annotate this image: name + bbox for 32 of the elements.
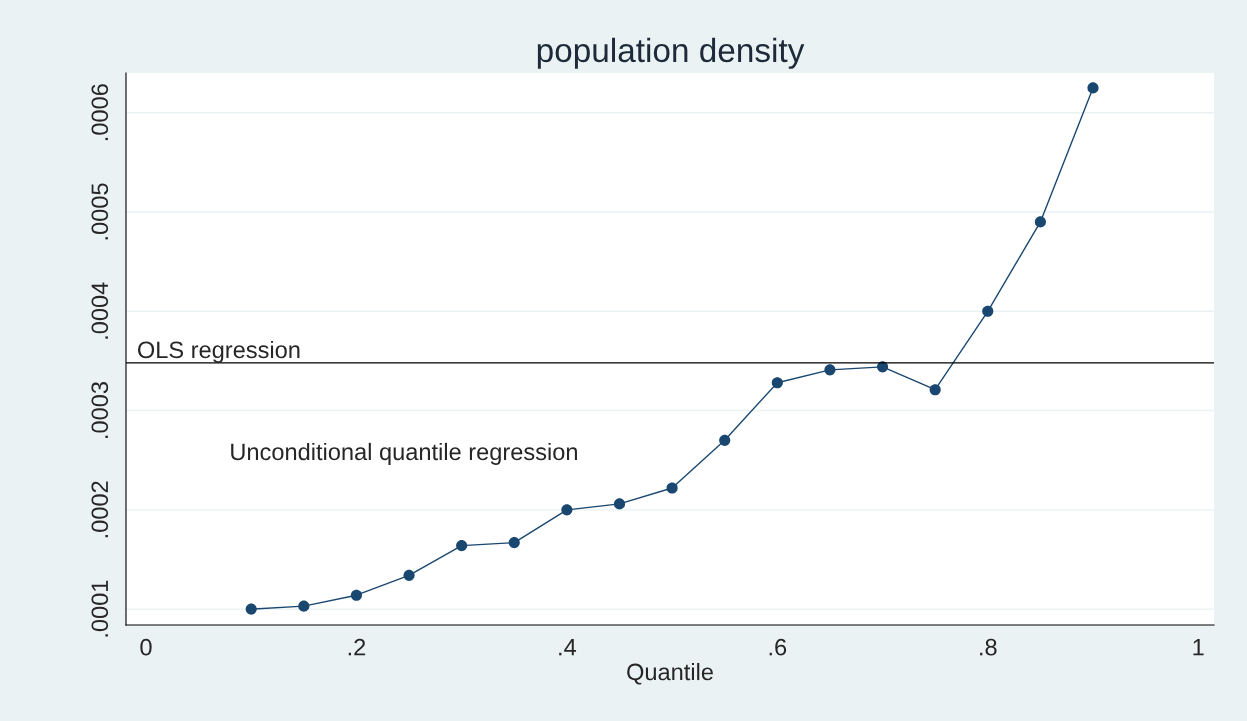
ref-line-label: OLS regression: [138, 340, 300, 363]
y-tick-label: .0001: [91, 580, 109, 637]
point: [982, 305, 994, 317]
point: [245, 603, 257, 615]
point: [824, 364, 836, 376]
annotation: Unconditional quantile regression: [231, 442, 577, 465]
x-tick-label: 0: [140, 638, 152, 656]
point: [719, 434, 731, 446]
chart-title: population density: [537, 37, 805, 69]
point: [613, 498, 626, 510]
point: [350, 589, 362, 601]
point: [666, 482, 678, 494]
point: [929, 384, 941, 396]
y-tick-label: .0005: [91, 183, 109, 240]
point: [1087, 82, 1099, 94]
point: [561, 504, 573, 516]
point: [1034, 216, 1046, 228]
y-tick-label: .0006: [91, 84, 109, 141]
point: [508, 537, 520, 549]
point: [298, 600, 310, 612]
x-tick-label: .6: [769, 638, 787, 656]
x-tick-label: .4: [559, 639, 577, 656]
x-tick-label: .2: [348, 638, 366, 656]
y-tick-label: .0002: [91, 481, 109, 538]
y-tick-label: .0003: [91, 382, 109, 438]
x-tick-label: 1: [1193, 639, 1204, 656]
point: [456, 540, 468, 552]
x-axis-title: Quantile: [627, 662, 713, 685]
y-tick-label: .0004: [91, 282, 109, 339]
point: [771, 377, 783, 389]
point: [403, 569, 415, 581]
x-tick-label: .8: [980, 638, 997, 656]
